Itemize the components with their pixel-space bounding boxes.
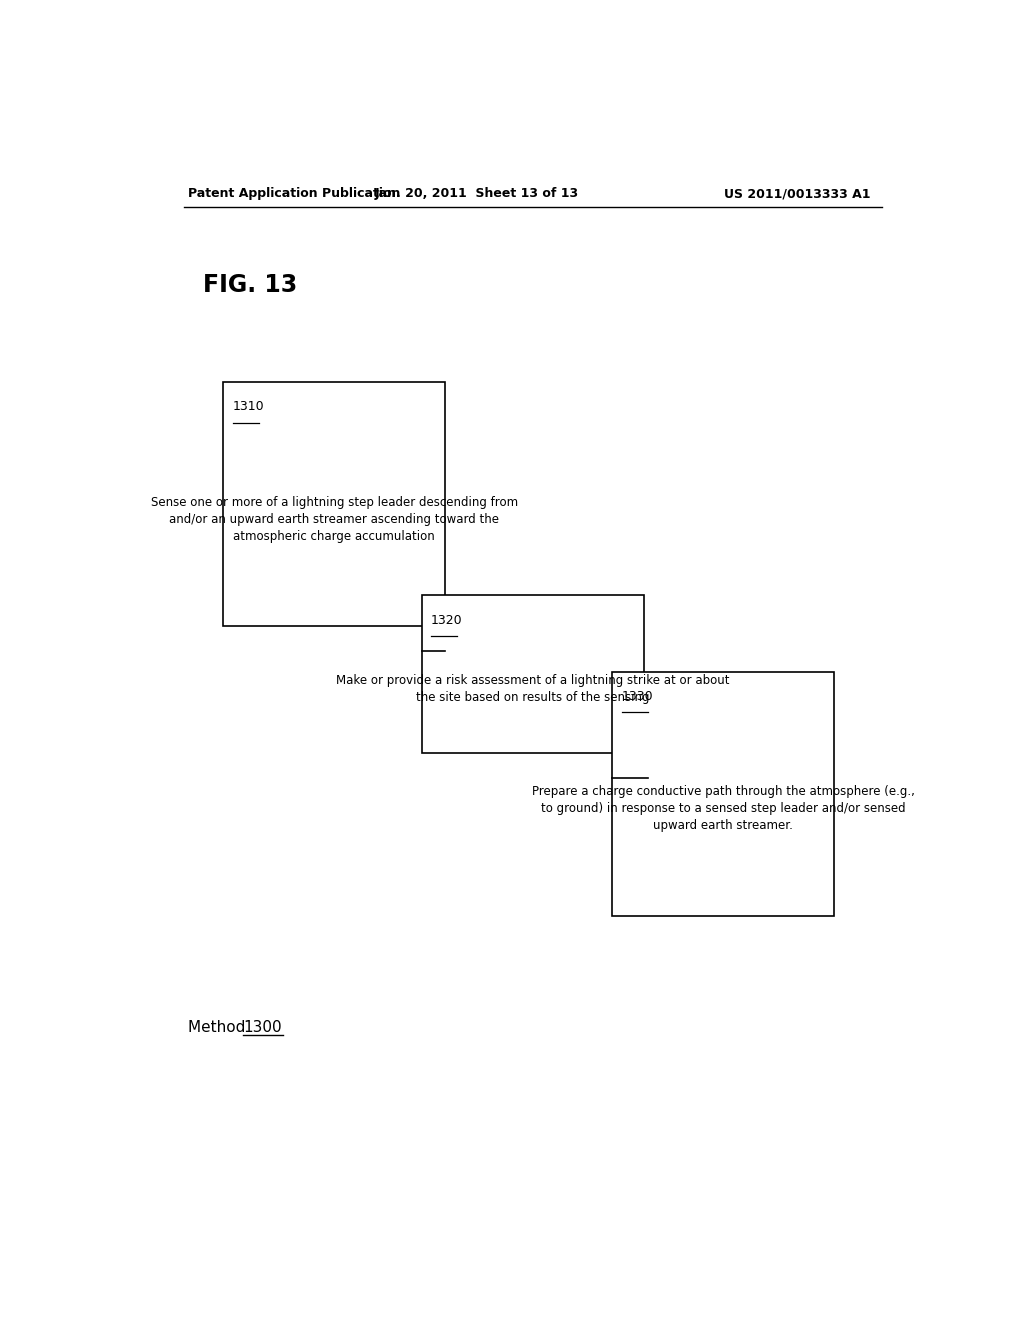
Text: Prepare a charge conductive path through the atmosphere (e.g.,
to ground) in res: Prepare a charge conductive path through… xyxy=(531,785,914,833)
Text: FIG. 13: FIG. 13 xyxy=(204,273,298,297)
Bar xyxy=(422,595,644,752)
Text: Jan. 20, 2011  Sheet 13 of 13: Jan. 20, 2011 Sheet 13 of 13 xyxy=(375,187,580,201)
Bar xyxy=(223,381,445,626)
Text: US 2011/0013333 A1: US 2011/0013333 A1 xyxy=(724,187,870,201)
Bar xyxy=(612,672,835,916)
Text: Method: Method xyxy=(187,1020,250,1035)
Text: Sense one or more of a lightning step leader descending from
and/or an upward ea: Sense one or more of a lightning step le… xyxy=(151,496,518,543)
Text: 1330: 1330 xyxy=(622,690,653,704)
Text: Make or provide a risk assessment of a lightning strike at or about
the site bas: Make or provide a risk assessment of a l… xyxy=(336,675,729,705)
Text: Patent Application Publication: Patent Application Publication xyxy=(187,187,400,201)
Text: 1320: 1320 xyxy=(431,614,463,627)
Text: 1300: 1300 xyxy=(243,1020,282,1035)
Text: 1310: 1310 xyxy=(232,400,264,413)
